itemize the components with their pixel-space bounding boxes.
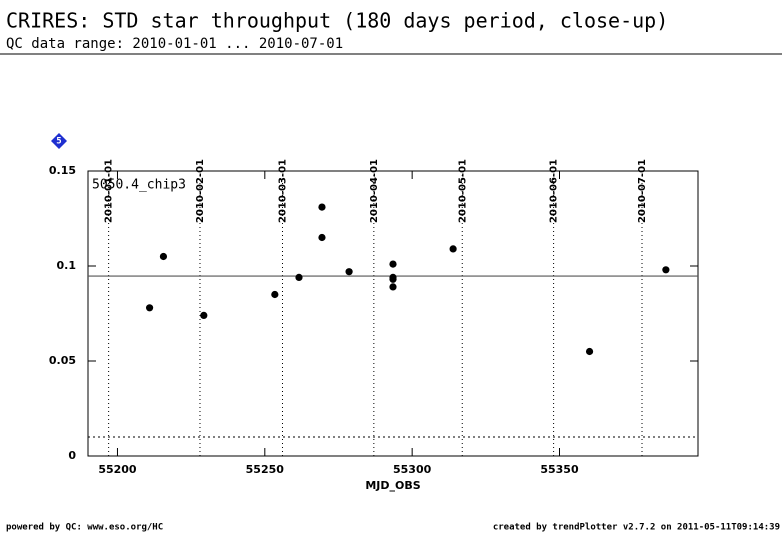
date-label: 2010-07-01 [637,159,648,223]
x-tick-label: 55200 [98,463,137,476]
badge-icon [51,133,67,149]
footer-right: created by trendPlotter v2.7.2 on 2011-0… [493,523,780,533]
x-tick-label: 55350 [540,463,579,476]
series-label: 5050.4_chip3 [92,178,186,193]
x-axis-label: MJD_OBS [365,479,420,492]
badge-text: 5 [56,137,61,147]
date-label: 2010-03-01 [277,159,288,223]
date-label: 2010-04-01 [369,159,380,223]
point [389,260,397,268]
chart-title: CRIRES: STD star throughput (180 days pe… [6,9,668,33]
date-label: 2010-05-01 [457,159,468,223]
y-tick-label: 0.1 [57,259,77,272]
date-label: 2010-06-01 [549,159,560,223]
date-label: 2010-02-01 [195,159,206,223]
point [585,347,594,356]
point [145,304,154,312]
footer-left: powered by QC: www.eso.org/HC [6,523,163,533]
x-tick-label: 55250 [246,463,285,476]
point [389,275,397,283]
y-tick-label: 0.05 [49,354,76,367]
point [662,266,670,274]
point [200,311,208,319]
date-label: 2010-01-01 [104,159,115,223]
point [318,203,326,211]
point [318,233,326,242]
point [271,290,279,299]
point [295,273,303,281]
point [389,283,397,291]
point [449,245,457,253]
x-tick-label: 55300 [393,463,432,476]
y-tick-label: 0.15 [49,164,76,177]
y-tick-label: 0 [68,449,76,462]
point [345,268,353,276]
point [159,252,168,261]
chart-subtitle: QC data range: 2010-01-01 ... 2010-07-01 [6,36,343,52]
plot-frame [87,170,699,457]
